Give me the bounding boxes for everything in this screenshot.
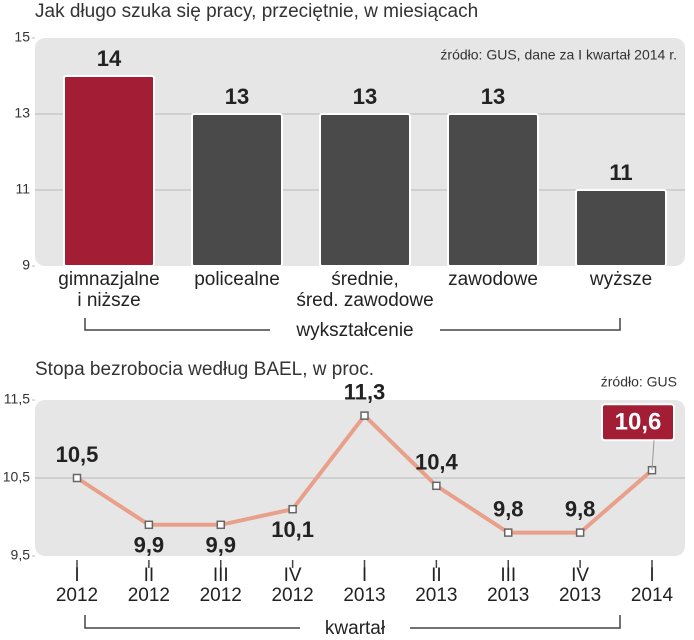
highlight-box xyxy=(601,403,675,442)
source: źródło: GUS, dane za I kwartał 2014 r. xyxy=(440,47,677,63)
x-tick-label: III xyxy=(500,565,516,586)
value-label: 10,6 xyxy=(615,409,662,436)
x-tick-label: 2014 xyxy=(631,585,674,606)
x-tick-label: 2012 xyxy=(128,585,170,606)
x-tick-label: średnie, xyxy=(331,269,399,290)
bar xyxy=(575,189,667,267)
x-tick-label: 2012 xyxy=(200,585,242,606)
x-tick-label: gimnazjalne xyxy=(58,269,159,290)
marker xyxy=(360,411,369,420)
y-tick-label: 9 xyxy=(22,257,30,273)
source: źródło: GUS xyxy=(601,374,677,390)
value-label: 13 xyxy=(225,84,249,109)
value-label: 10,1 xyxy=(271,517,314,542)
x-tick-label: IV xyxy=(284,565,302,586)
marker xyxy=(216,520,225,530)
x-axis-label: kwartał xyxy=(325,618,386,639)
x-tick-label: i niższe xyxy=(77,290,140,311)
y-tick-label: 9,5 xyxy=(11,547,31,563)
y-tick-label: 15 xyxy=(14,29,30,45)
value-label: 9,9 xyxy=(205,533,236,558)
x-tick-label: IV xyxy=(571,565,589,586)
x-tick-label: zawodowe xyxy=(448,269,538,290)
x-tick-label: 2013 xyxy=(415,585,457,606)
marker xyxy=(72,473,82,483)
y-tick-label: 11,5 xyxy=(4,391,30,407)
x-tick-label: I xyxy=(649,565,654,586)
value-label: 13 xyxy=(481,84,505,109)
x-tick-label: I xyxy=(362,565,367,586)
chart-title: Stopa bezrobocia według BAEL, w proc. xyxy=(35,359,374,380)
leader xyxy=(651,440,655,471)
y-tick-label: 11 xyxy=(15,181,30,197)
x-tick-label: 2013 xyxy=(487,585,529,606)
marker xyxy=(144,520,154,530)
value-label: 13 xyxy=(353,84,377,109)
x-tick-label: II xyxy=(431,565,442,586)
y-tick-label: 13 xyxy=(14,105,30,121)
marker xyxy=(288,504,297,514)
value-label: 10,5 xyxy=(56,442,99,467)
x-tick-label: II xyxy=(144,565,155,586)
x-axis-label: wykształcenie xyxy=(295,320,413,341)
bar xyxy=(191,113,283,267)
x-tick-label: wyższe xyxy=(589,269,652,290)
x-tick-label: 2012 xyxy=(271,585,313,606)
marker xyxy=(432,481,441,491)
value-label: 14 xyxy=(97,46,122,71)
value-label: 10,4 xyxy=(415,450,459,475)
y-tick-label: 10,5 xyxy=(3,469,30,485)
x-tick-label: I xyxy=(74,565,79,586)
x-tick-label: 2012 xyxy=(56,585,98,606)
value-label: 9,9 xyxy=(134,533,165,558)
bracket xyxy=(84,318,621,331)
x-tick-label: 2013 xyxy=(343,585,385,606)
value-label: 11,3 xyxy=(344,379,386,404)
bar xyxy=(319,113,411,267)
x-tick-label: śred. zawodowe xyxy=(296,290,433,311)
bar xyxy=(63,75,155,267)
value-label: 11 xyxy=(609,160,632,185)
bar xyxy=(447,113,539,267)
chart-title: Jak długo szuka się pracy, przeciętnie, … xyxy=(35,1,478,22)
x-tick-label: III xyxy=(213,565,229,586)
value-label: 9,8 xyxy=(493,496,524,521)
value-label: 9,8 xyxy=(565,496,596,521)
bracket xyxy=(84,615,621,629)
x-tick-label: policealne xyxy=(194,269,280,290)
x-tick-label: 2013 xyxy=(559,585,601,606)
marker xyxy=(504,528,513,537)
marker xyxy=(575,528,585,537)
